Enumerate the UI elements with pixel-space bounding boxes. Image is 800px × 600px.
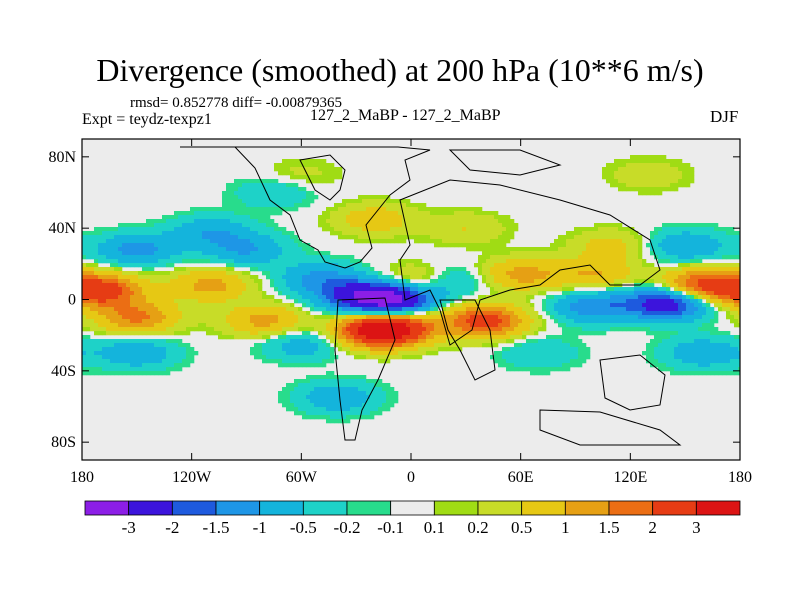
colorbar-label: -3 (122, 518, 136, 537)
colorbar-swatch (477, 500, 523, 516)
colorbar-swatch (171, 500, 217, 516)
x-tick-label: 60W (286, 469, 318, 486)
colorbar-label: -1 (253, 518, 267, 537)
comparison-label: 127_2_MaBP - 127_2_MaBP (310, 107, 501, 124)
colorbar-swatch (608, 500, 654, 516)
colorbar-label: 2 (648, 518, 657, 537)
colorbar-label: 1 (561, 518, 570, 537)
y-tick-label: 0 (68, 292, 76, 309)
chart-title: Divergence (smoothed) at 200 hPa (10**6 … (96, 52, 704, 88)
coastlines (180, 146, 682, 446)
colorbar-swatch (521, 500, 566, 516)
colorbar-label: -0.2 (334, 518, 361, 537)
experiment-label: Expt = teydz-texpz1 (82, 111, 212, 128)
y-tick-label: 80N (48, 149, 76, 166)
colorbar-label: 0.1 (424, 518, 445, 537)
colorbar-label: -0.5 (290, 518, 317, 537)
colorbar-swatch (302, 500, 348, 516)
colorbar-swatch (433, 500, 479, 516)
colorbar-label: 0.5 (511, 518, 532, 537)
colorbar-swatch (128, 500, 173, 516)
contour-field (82, 139, 740, 460)
colorbar-label: 3 (692, 518, 701, 537)
colorbar-swatch (84, 500, 130, 516)
season-label: DJF (710, 107, 739, 126)
colorbar-swatch (259, 500, 304, 516)
y-tick-label: 80S (51, 434, 76, 451)
colorbar-swatch (215, 500, 261, 516)
stats-text: rmsd= 0.852778 diff= -0.00879365 (130, 95, 343, 111)
colorbar-label: -1.5 (203, 518, 230, 537)
colorbar-label: 1.5 (598, 518, 619, 537)
colorbar-swatch (346, 500, 392, 516)
colorbar-swatch (652, 500, 697, 516)
y-tick-label: 40N (48, 220, 76, 237)
x-tick-label: 120E (613, 469, 647, 486)
y-tick-label: 40S (51, 363, 76, 380)
colorbar-swatch (695, 500, 741, 516)
colorbar-label: -0.1 (377, 518, 404, 537)
colorbar-swatch (390, 500, 435, 516)
colorbar-label: 0.2 (467, 518, 488, 537)
x-tick-label: 120W (172, 469, 212, 486)
x-tick-label: 180 (70, 469, 94, 486)
x-tick-label: 60E (508, 469, 534, 486)
x-tick-label: 180 (728, 469, 752, 486)
colorbar-swatch (564, 500, 610, 516)
x-tick-label: 0 (407, 469, 415, 486)
colorbar-label: -2 (165, 518, 179, 537)
